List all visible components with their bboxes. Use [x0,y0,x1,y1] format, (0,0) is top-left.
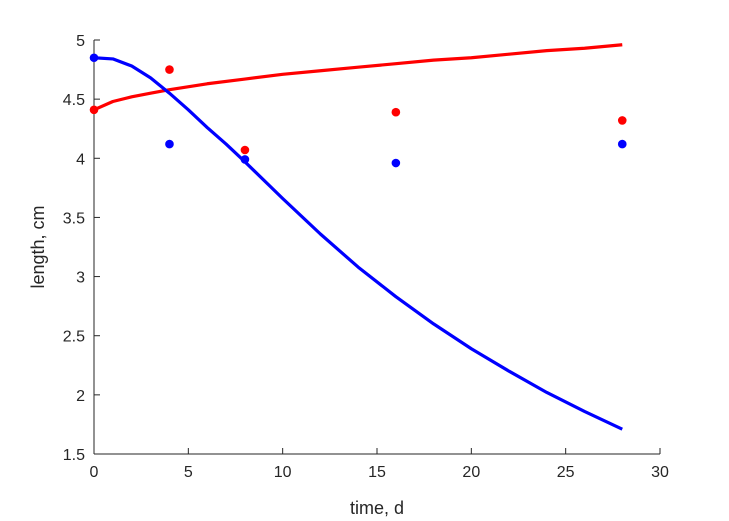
x-tick-label: 25 [557,464,575,481]
y-tick-label: 3 [76,270,85,287]
data-point-red [617,116,627,125]
y-tick-label: 4 [76,151,85,168]
x-tick-label: 10 [274,464,292,481]
x-tick-label: 15 [368,464,386,481]
data-point-red [240,145,250,155]
fit-curve-blue [93,56,623,431]
y-tick-label: 4.5 [63,92,85,109]
y-tick-label: 2.5 [63,329,85,346]
x-tick-label: 0 [90,464,99,481]
tick-labels: 0 5 10 15 20 25 30 1.5 2 2.5 3 3.5 4 4.5 5 [63,33,669,481]
x-tick-label: 5 [184,464,193,481]
data-point-blue [617,139,627,149]
data-point-blue [240,155,250,164]
x-tick-label: 30 [651,464,669,481]
data-point-red [165,65,174,74]
y-axis-label: length, cm [28,205,48,288]
y-tick-label: 5 [76,33,85,50]
data-point-blue [89,53,99,63]
data-point-blue [391,158,401,168]
data-point-red [89,105,99,115]
series-layer [89,43,627,431]
data-point-blue [165,139,174,149]
y-tick-label: 1.5 [63,447,85,464]
x-tick-label: 20 [462,464,480,481]
fit-curve-red [93,43,623,112]
x-axis-label: time, d [350,498,404,518]
y-tick-label: 3.5 [63,210,85,227]
y-tick-label: 2 [76,388,85,405]
data-point-red [391,107,401,117]
